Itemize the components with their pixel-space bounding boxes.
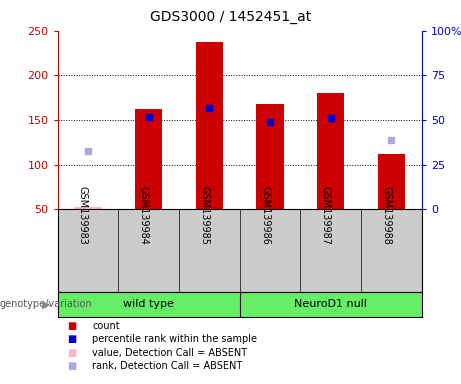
Text: GSM139984: GSM139984 bbox=[139, 185, 148, 245]
Text: ■: ■ bbox=[67, 361, 76, 371]
Text: rank, Detection Call = ABSENT: rank, Detection Call = ABSENT bbox=[92, 361, 242, 371]
Text: wild type: wild type bbox=[123, 299, 174, 310]
Bar bbox=[256, 104, 284, 209]
Text: GSM139988: GSM139988 bbox=[381, 185, 391, 245]
Bar bbox=[135, 109, 162, 209]
Text: GSM139983: GSM139983 bbox=[78, 185, 88, 245]
Bar bbox=[317, 93, 344, 209]
Text: GDS3000 / 1452451_at: GDS3000 / 1452451_at bbox=[150, 10, 311, 23]
Text: count: count bbox=[92, 321, 120, 331]
Text: ■: ■ bbox=[67, 334, 76, 344]
Bar bbox=[196, 42, 223, 209]
Text: GSM139986: GSM139986 bbox=[260, 185, 270, 245]
Bar bbox=[74, 207, 101, 209]
Text: percentile rank within the sample: percentile rank within the sample bbox=[92, 334, 257, 344]
Text: value, Detection Call = ABSENT: value, Detection Call = ABSENT bbox=[92, 348, 247, 358]
Text: genotype/variation: genotype/variation bbox=[0, 299, 93, 310]
Text: ■: ■ bbox=[67, 348, 76, 358]
Text: GSM139987: GSM139987 bbox=[321, 185, 331, 245]
Bar bbox=[378, 154, 405, 209]
Text: NeuroD1 null: NeuroD1 null bbox=[294, 299, 367, 310]
Text: ■: ■ bbox=[67, 321, 76, 331]
Text: GSM139985: GSM139985 bbox=[199, 185, 209, 245]
Text: ▶: ▶ bbox=[42, 299, 51, 310]
